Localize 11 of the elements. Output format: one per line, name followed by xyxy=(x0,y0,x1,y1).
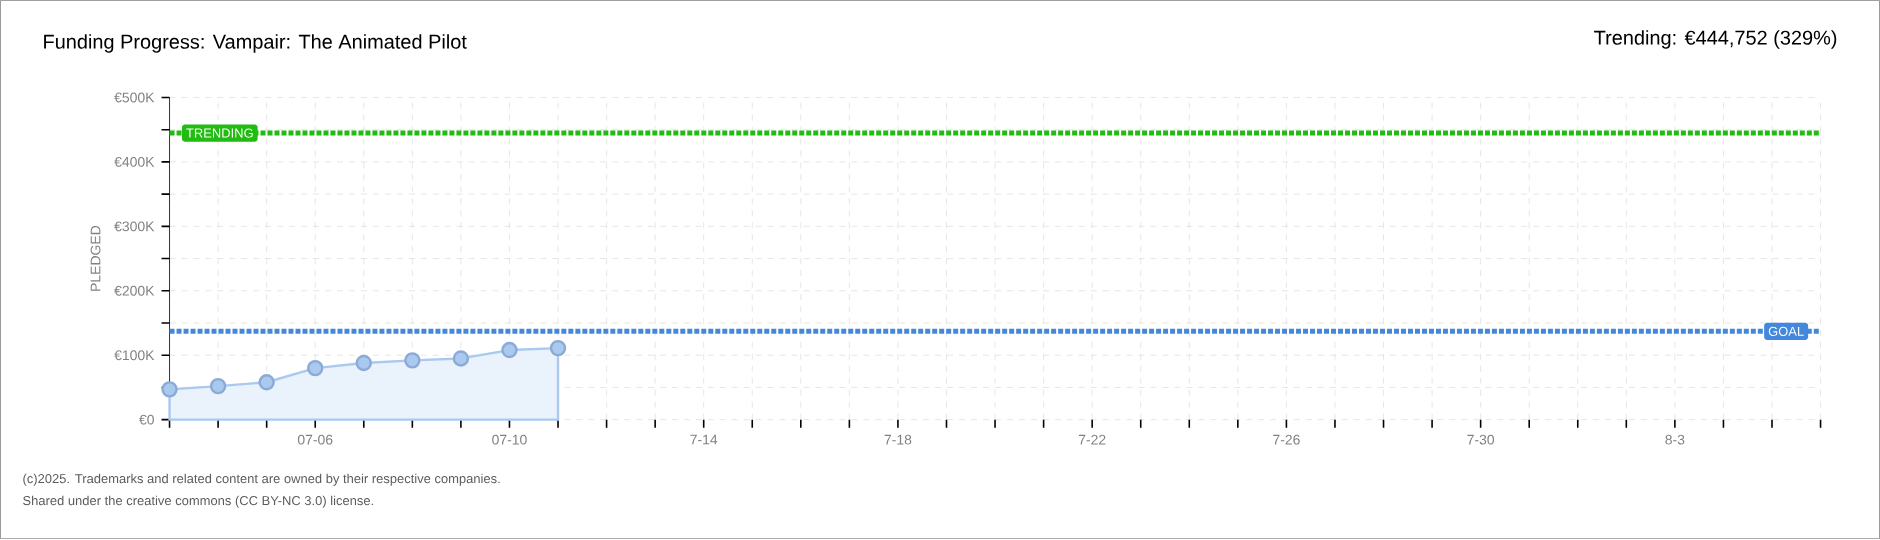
point xyxy=(307,360,324,377)
point xyxy=(404,352,421,370)
point xyxy=(161,381,178,399)
point xyxy=(501,342,518,359)
point xyxy=(355,355,372,372)
chart-subtitle: Trending: €444,752 (329%) xyxy=(1594,30,1837,50)
point xyxy=(549,340,567,357)
chart-title: Funding Progress: Vampair: The Animated Pilot xyxy=(44,34,467,54)
point xyxy=(258,374,275,391)
point xyxy=(452,350,470,368)
point xyxy=(209,378,227,395)
